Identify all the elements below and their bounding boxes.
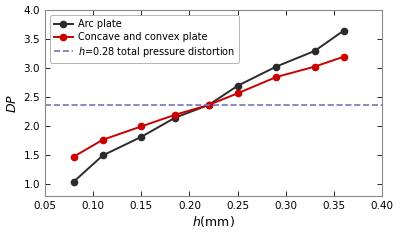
Arc plate [341, 29, 346, 32]
Arc plate [235, 84, 240, 87]
Arc plate [100, 154, 105, 157]
Concave and convex plate [173, 113, 178, 116]
Y-axis label: $DP$: $DP$ [6, 94, 19, 113]
Concave and convex plate [206, 103, 211, 106]
Arc plate [312, 50, 317, 52]
Line: Arc plate: Arc plate [71, 27, 347, 185]
Concave and convex plate [312, 65, 317, 68]
Concave and convex plate [139, 125, 144, 128]
Concave and convex plate [235, 92, 240, 95]
Legend: Arc plate, Concave and convex plate, $h$=0.28 total pressure distortion: Arc plate, Concave and convex plate, $h$… [50, 15, 239, 63]
Line: Concave and convex plate: Concave and convex plate [71, 54, 347, 160]
Concave and convex plate [274, 76, 279, 78]
Concave and convex plate [341, 55, 346, 58]
Arc plate [72, 180, 76, 183]
Arc plate [139, 135, 144, 138]
Concave and convex plate [72, 155, 76, 158]
Arc plate [173, 116, 178, 119]
Concave and convex plate [100, 138, 105, 141]
Arc plate [274, 65, 279, 68]
X-axis label: $h$(mm): $h$(mm) [192, 214, 235, 229]
Arc plate [206, 103, 211, 106]
